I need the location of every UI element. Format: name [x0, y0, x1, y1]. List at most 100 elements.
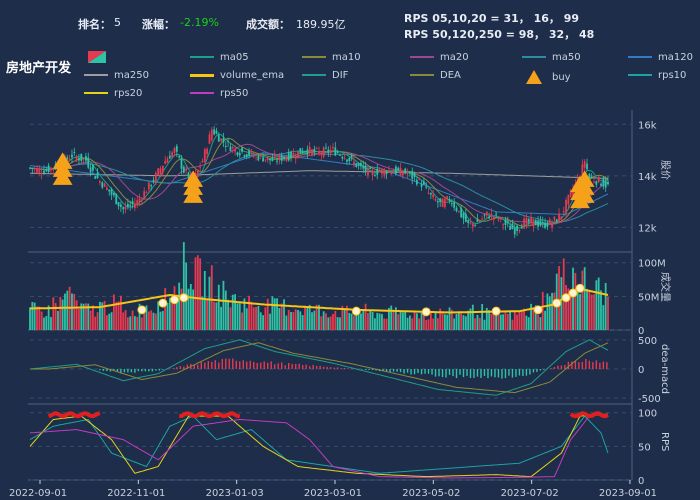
price-candle	[187, 172, 190, 178]
macd-tick-label: -500	[638, 394, 661, 405]
volume-bar	[311, 312, 313, 330]
price-candle	[45, 170, 48, 172]
volume-bar	[325, 313, 327, 330]
volume-bar	[523, 308, 525, 330]
price-candle	[353, 161, 355, 165]
volume-bar	[383, 318, 386, 330]
price-candle	[590, 176, 593, 179]
turnover-value: 189.95亿	[296, 18, 346, 31]
volume-bar	[178, 282, 181, 330]
macd-bar	[291, 363, 293, 369]
volume-bar	[199, 258, 202, 330]
volume-bar	[29, 307, 31, 330]
volume-bar	[283, 299, 285, 330]
x-tick-label: 2023-03-01	[304, 488, 362, 499]
volume-bar	[455, 313, 458, 330]
dea-line	[30, 342, 609, 394]
price-candle	[429, 192, 432, 195]
macd-bar	[308, 366, 311, 369]
macd-bar	[277, 363, 279, 369]
price-candle	[250, 151, 253, 153]
price-candle	[115, 193, 118, 205]
macd-bar	[515, 369, 517, 377]
volume-bar	[126, 317, 129, 330]
price-candle	[516, 225, 519, 231]
volume-bar	[420, 312, 423, 330]
macd-bar	[452, 369, 454, 377]
price-candle	[532, 219, 535, 227]
price-candle	[525, 217, 528, 224]
buy-marker	[183, 170, 204, 187]
sector-name: 房地产开发	[6, 61, 72, 76]
volume-bar	[285, 315, 288, 330]
macd-bar	[340, 367, 342, 369]
volume-bar	[180, 288, 183, 330]
price-candle	[446, 196, 449, 200]
volume-bar	[147, 311, 150, 330]
price-candle	[336, 151, 339, 153]
price-candle	[290, 151, 292, 158]
volume-bar	[593, 294, 595, 330]
volume-bar	[450, 309, 453, 330]
chart-legend: ma05 ma10 ma20 ma50 ma120 ma250 volume_ema DIF D…	[0, 48, 700, 108]
volume-bar	[497, 307, 500, 330]
macd-bar	[494, 369, 496, 378]
macd-bar	[120, 369, 122, 374]
volume-bar	[439, 308, 442, 330]
volume-bar	[129, 316, 132, 330]
volume-bar	[196, 255, 199, 330]
macd-bar	[232, 358, 234, 369]
volume-bar	[511, 319, 514, 330]
macd-bar	[424, 369, 426, 374]
macd-bar	[225, 358, 227, 369]
macd-bar	[497, 369, 500, 378]
price-candle	[527, 219, 530, 222]
volume-bar	[583, 267, 586, 330]
volume-bar	[133, 316, 136, 330]
price-candle	[101, 182, 104, 188]
macd-bar	[322, 366, 325, 369]
price-candle	[136, 200, 139, 204]
price-candle	[33, 168, 36, 170]
volume-bar	[404, 311, 407, 330]
volume-bar	[537, 314, 539, 330]
macd-bar	[511, 369, 514, 378]
volume-bar	[161, 310, 164, 330]
macd-bar	[560, 365, 563, 369]
price-candle	[68, 159, 71, 162]
price-candle	[586, 163, 588, 170]
volume-bar	[269, 313, 271, 330]
volume-bar	[50, 317, 52, 330]
legend-swatch	[628, 74, 652, 76]
volume-bar	[462, 315, 465, 330]
volume-bar	[539, 317, 542, 330]
price-candle	[457, 210, 460, 212]
macd-bar	[592, 362, 594, 369]
macd-bar	[469, 369, 472, 378]
price-candle	[565, 200, 567, 213]
macd-bar	[127, 369, 129, 373]
price-candle	[572, 189, 574, 197]
macd-bar	[371, 369, 374, 371]
price-candle	[339, 154, 341, 156]
price-candle	[390, 172, 393, 175]
price-candle	[82, 158, 85, 160]
price-candle	[415, 179, 418, 185]
price-candle	[509, 226, 512, 230]
macd-bar	[326, 366, 328, 369]
price-candle	[450, 203, 453, 205]
macd-bar	[284, 365, 286, 369]
volume-bar	[243, 298, 246, 330]
macd-bar	[539, 369, 542, 371]
volume-bar	[483, 319, 486, 330]
volume-axis-label: 成交量	[659, 272, 672, 302]
price-candle	[241, 147, 243, 152]
macd-bar	[246, 361, 248, 369]
volume-bar	[117, 301, 120, 330]
macd-bar	[406, 369, 409, 373]
rps-tick-label: 100	[638, 409, 657, 420]
macd-bar	[197, 364, 199, 369]
volume-bar	[152, 312, 155, 330]
price-candle	[408, 171, 411, 173]
volume-bar	[299, 311, 302, 330]
